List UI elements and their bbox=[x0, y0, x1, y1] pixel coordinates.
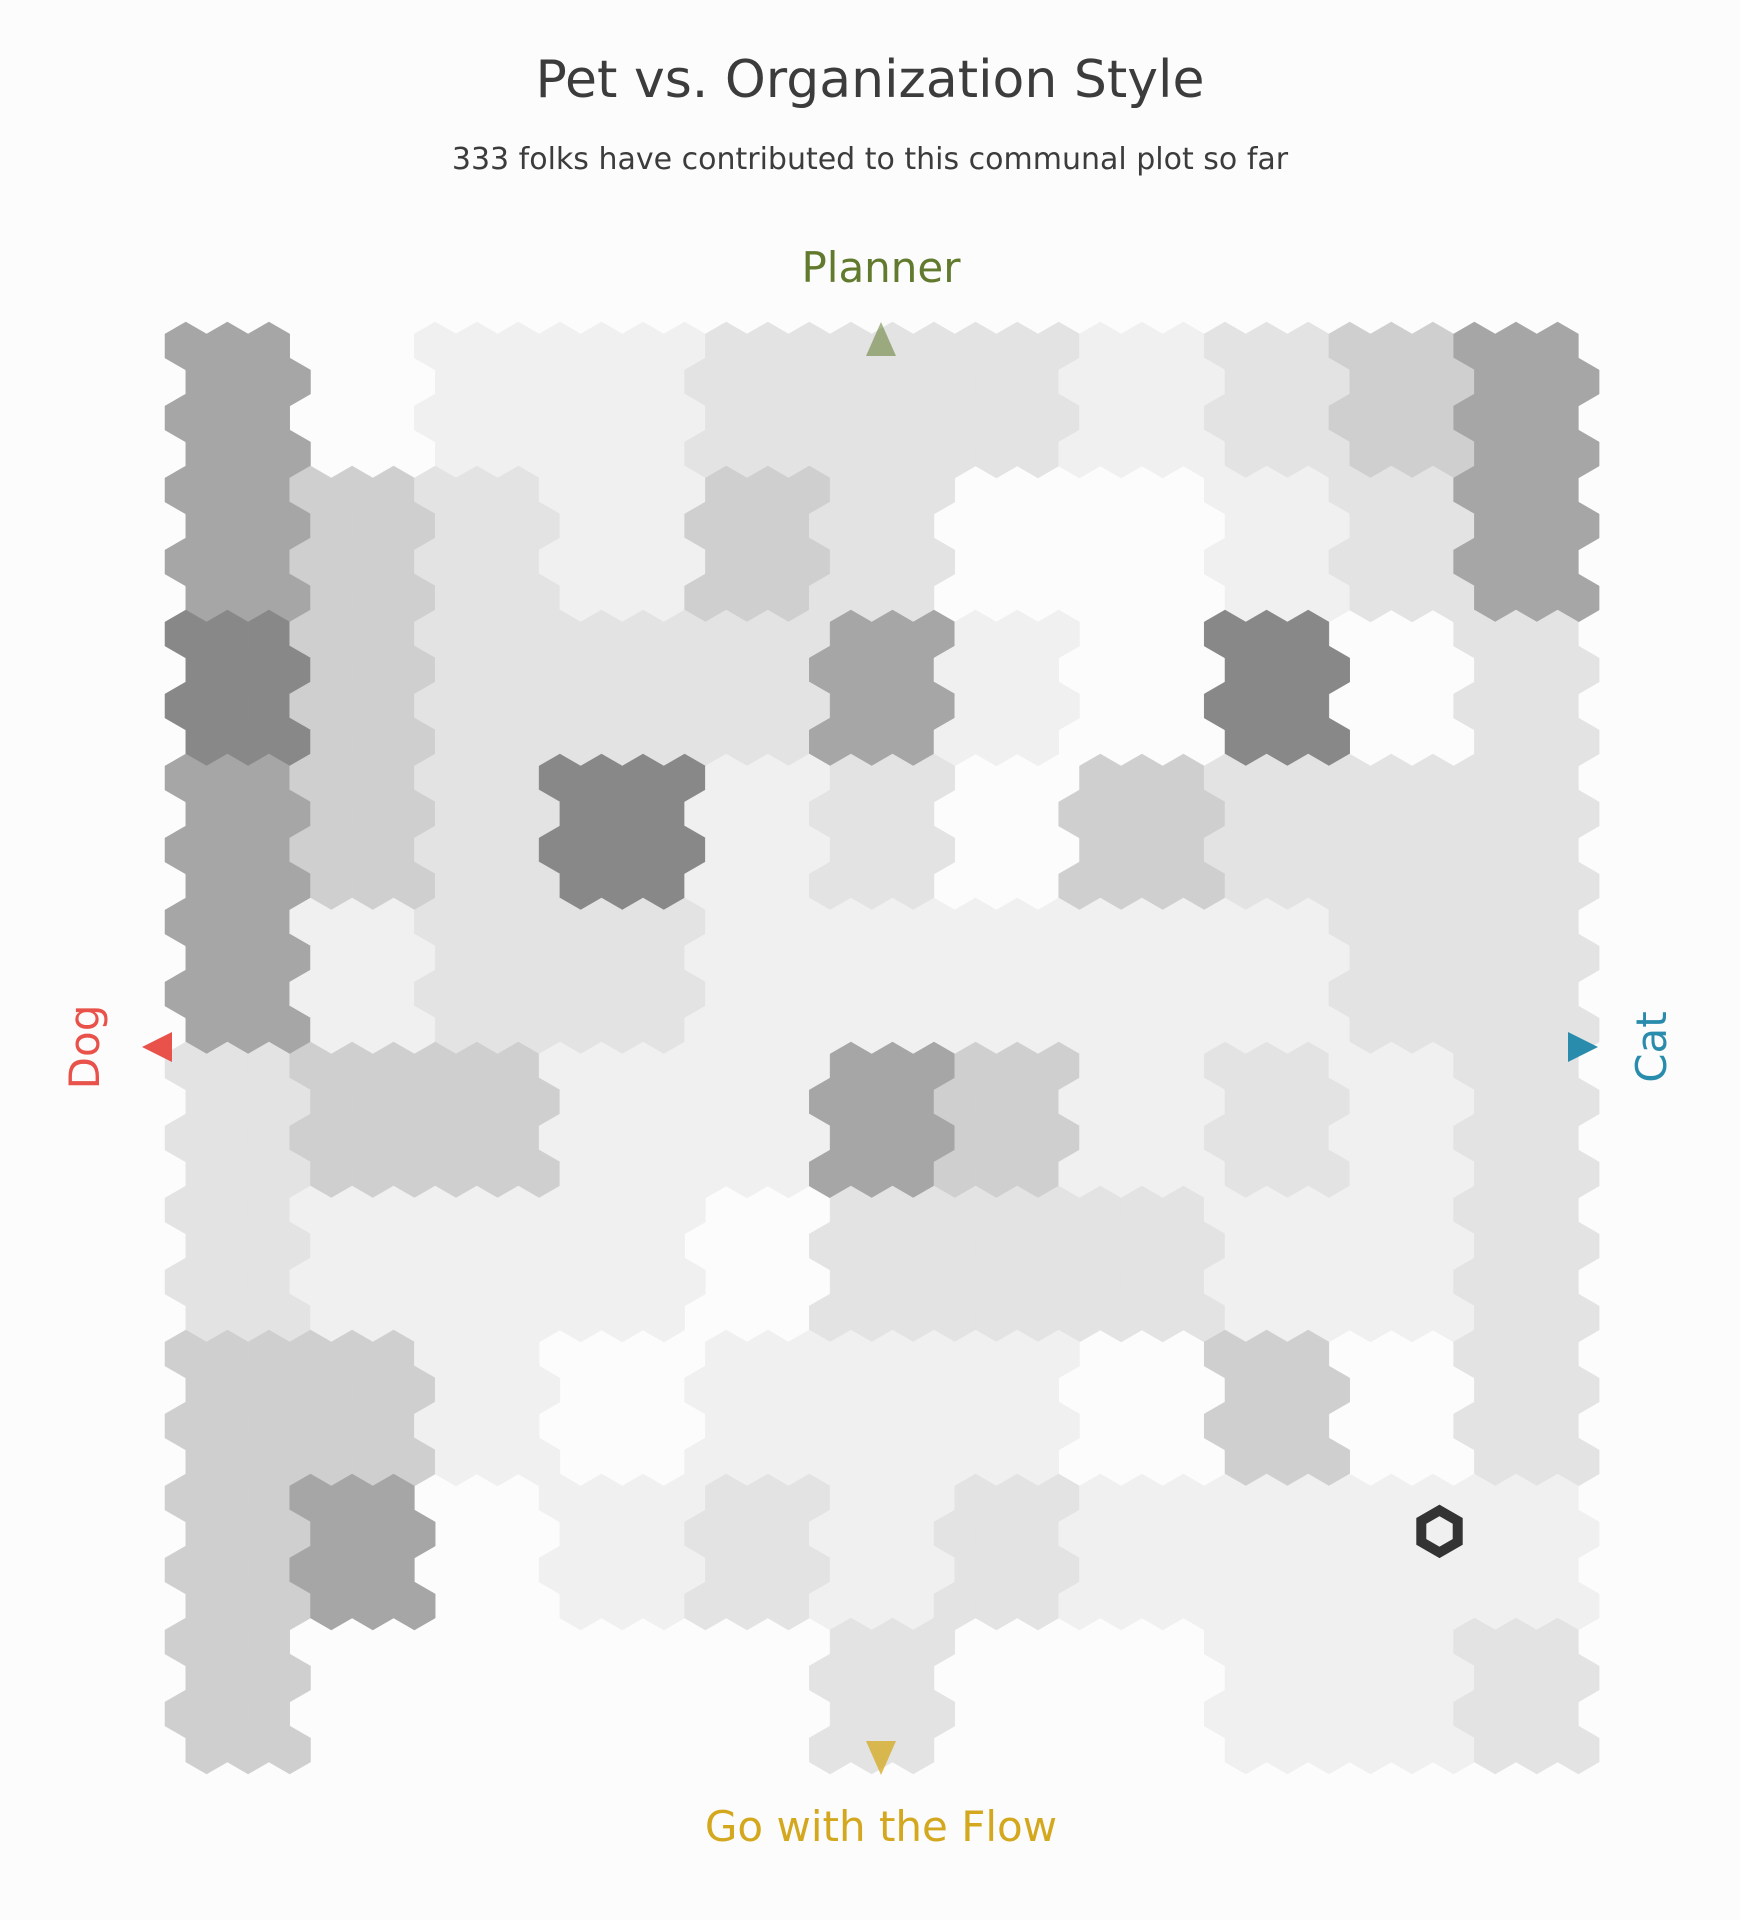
hex-cells bbox=[164, 321, 1600, 1775]
cat-arrow-icon bbox=[1568, 1032, 1598, 1062]
hex-cell bbox=[1557, 1725, 1600, 1775]
chart-subtitle: 333 folks have contributed to this commu… bbox=[451, 142, 1289, 177]
hex-cell bbox=[393, 1581, 436, 1631]
chart-title: Pet vs. Organization Style bbox=[535, 50, 1205, 110]
hex-cell bbox=[1016, 717, 1059, 767]
current-response-hex-icon[interactable] bbox=[1416, 1504, 1463, 1559]
hex-cell bbox=[642, 1293, 685, 1343]
hex-cell bbox=[892, 1725, 935, 1775]
axes bbox=[142, 322, 1598, 1775]
flow-arrow-icon bbox=[866, 1741, 896, 1775]
planner-arrow-icon bbox=[866, 322, 896, 356]
y-axis-top-label: Planner bbox=[801, 243, 961, 292]
hex-cell bbox=[268, 1725, 311, 1775]
x-axis-left-label: Dog bbox=[60, 1005, 109, 1090]
dog-arrow-icon bbox=[142, 1032, 172, 1062]
y-axis-bottom-label: Go with the Flow bbox=[705, 1802, 1057, 1851]
x-axis-right-label: Cat bbox=[1627, 1011, 1676, 1083]
